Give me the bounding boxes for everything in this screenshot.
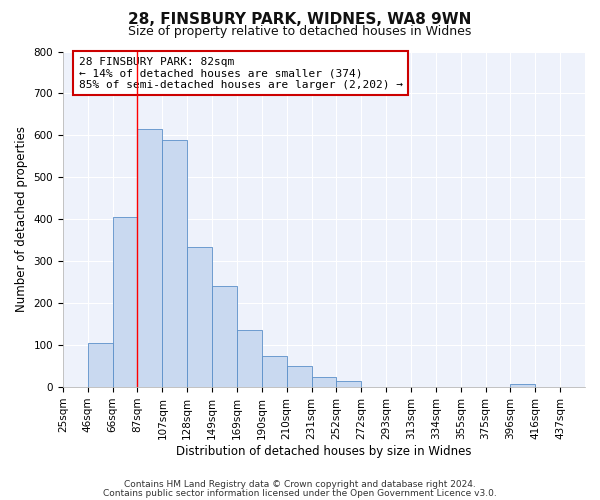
Bar: [311, 376, 337, 387]
Bar: [212, 286, 237, 387]
Bar: [287, 366, 311, 387]
Text: 28, FINSBURY PARK, WIDNES, WA8 9WN: 28, FINSBURY PARK, WIDNES, WA8 9WN: [128, 12, 472, 28]
Bar: [262, 356, 287, 387]
Bar: [88, 343, 113, 387]
Bar: [511, 384, 535, 387]
Y-axis label: Number of detached properties: Number of detached properties: [15, 126, 28, 312]
Bar: [137, 129, 163, 387]
Bar: [337, 381, 361, 387]
Text: Contains HM Land Registry data © Crown copyright and database right 2024.: Contains HM Land Registry data © Crown c…: [124, 480, 476, 489]
Text: Size of property relative to detached houses in Widnes: Size of property relative to detached ho…: [128, 25, 472, 38]
Bar: [187, 246, 212, 387]
Bar: [163, 140, 187, 387]
Bar: [113, 217, 137, 387]
Bar: [237, 330, 262, 387]
Text: Contains public sector information licensed under the Open Government Licence v3: Contains public sector information licen…: [103, 488, 497, 498]
X-axis label: Distribution of detached houses by size in Widnes: Distribution of detached houses by size …: [176, 444, 472, 458]
Text: 28 FINSBURY PARK: 82sqm
← 14% of detached houses are smaller (374)
85% of semi-d: 28 FINSBURY PARK: 82sqm ← 14% of detache…: [79, 56, 403, 90]
